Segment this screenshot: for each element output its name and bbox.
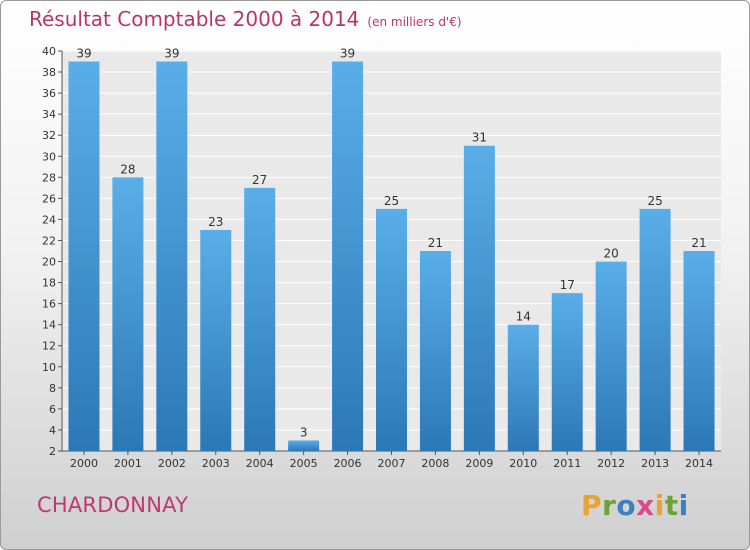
- y-tick-label: 2: [49, 445, 56, 458]
- y-tick-label: 36: [42, 87, 56, 100]
- logo-letter: o: [616, 489, 637, 522]
- logo-letter: i: [654, 489, 665, 522]
- x-tick-label: 2007: [378, 457, 406, 470]
- y-tick-label: 18: [42, 277, 56, 290]
- value-label: 28: [120, 162, 135, 176]
- logo-letter: t: [664, 489, 679, 522]
- bar: [551, 293, 583, 451]
- value-label: 14: [516, 310, 531, 324]
- x-tick-label: 2012: [597, 457, 625, 470]
- y-tick-label: 26: [42, 192, 56, 205]
- proxiti-logo: Proxiti: [581, 489, 689, 522]
- x-tick-label: 2000: [70, 457, 98, 470]
- y-tick-label: 30: [42, 150, 56, 163]
- value-label: 23: [208, 215, 223, 229]
- x-tick-label: 2010: [509, 457, 537, 470]
- y-tick-label: 28: [42, 171, 56, 184]
- bar: [112, 177, 144, 451]
- y-tick-label: 38: [42, 66, 56, 79]
- y-tick-label: 6: [49, 403, 56, 416]
- x-tick-label: 2005: [290, 457, 318, 470]
- x-tick-label: 2009: [465, 457, 493, 470]
- y-tick-label: 14: [42, 319, 56, 332]
- bar: [419, 251, 451, 451]
- value-label: 21: [691, 236, 706, 250]
- logo-letter: x: [636, 489, 655, 522]
- bar: [376, 208, 407, 451]
- value-label: 17: [560, 278, 575, 292]
- bar: [156, 61, 188, 452]
- x-tick-label: 2011: [553, 457, 581, 470]
- bar: [288, 440, 320, 451]
- y-tick-label: 32: [42, 129, 56, 142]
- value-label: 20: [604, 247, 619, 261]
- value-label: 3: [300, 425, 308, 439]
- value-label: 39: [76, 47, 91, 61]
- town-name: CHARDONNAY: [37, 493, 189, 517]
- y-tick-label: 16: [42, 298, 56, 311]
- x-tick-label: 2014: [685, 457, 713, 470]
- bar: [244, 187, 276, 451]
- chart-title: Résultat Comptable 2000 à 2014 (en millie…: [29, 7, 462, 31]
- y-tick-label: 22: [42, 234, 56, 247]
- value-label: 27: [252, 173, 267, 187]
- x-tick-label: 2004: [246, 457, 274, 470]
- bar: [463, 145, 495, 451]
- bar: [68, 61, 100, 452]
- y-tick-label: 20: [42, 256, 56, 269]
- x-tick-label: 2001: [114, 457, 142, 470]
- x-tick-label: 2013: [641, 457, 669, 470]
- bar: [595, 261, 627, 451]
- value-label: 21: [428, 236, 443, 250]
- y-tick-label: 12: [42, 340, 56, 353]
- y-tick-label: 34: [42, 108, 56, 121]
- bar: [683, 251, 715, 451]
- x-tick-label: 2002: [158, 457, 186, 470]
- logo-letter: i: [678, 489, 689, 522]
- chart-title-main: Résultat Comptable 2000 à 2014: [29, 7, 360, 31]
- bar: [507, 324, 539, 451]
- bar: [639, 208, 671, 451]
- y-tick-label: 10: [42, 361, 56, 374]
- x-tick-label: 2008: [421, 457, 449, 470]
- x-tick-label: 2006: [334, 457, 362, 470]
- value-label: 25: [384, 194, 399, 208]
- y-tick-label: 40: [42, 45, 56, 58]
- bar: [200, 229, 232, 451]
- x-tick-label: 2003: [202, 457, 230, 470]
- logo-letter: P: [581, 489, 603, 522]
- value-label: 25: [647, 194, 662, 208]
- chart-title-unit: (en milliers d'€): [367, 15, 462, 29]
- value-label: 39: [340, 47, 355, 61]
- y-tick-label: 4: [49, 424, 56, 437]
- y-tick-label: 24: [42, 213, 56, 226]
- value-label: 31: [472, 131, 487, 145]
- logo-letter: r: [602, 489, 617, 522]
- bar: [332, 61, 364, 452]
- y-tick-label: 8: [49, 382, 56, 395]
- value-label: 39: [164, 47, 179, 61]
